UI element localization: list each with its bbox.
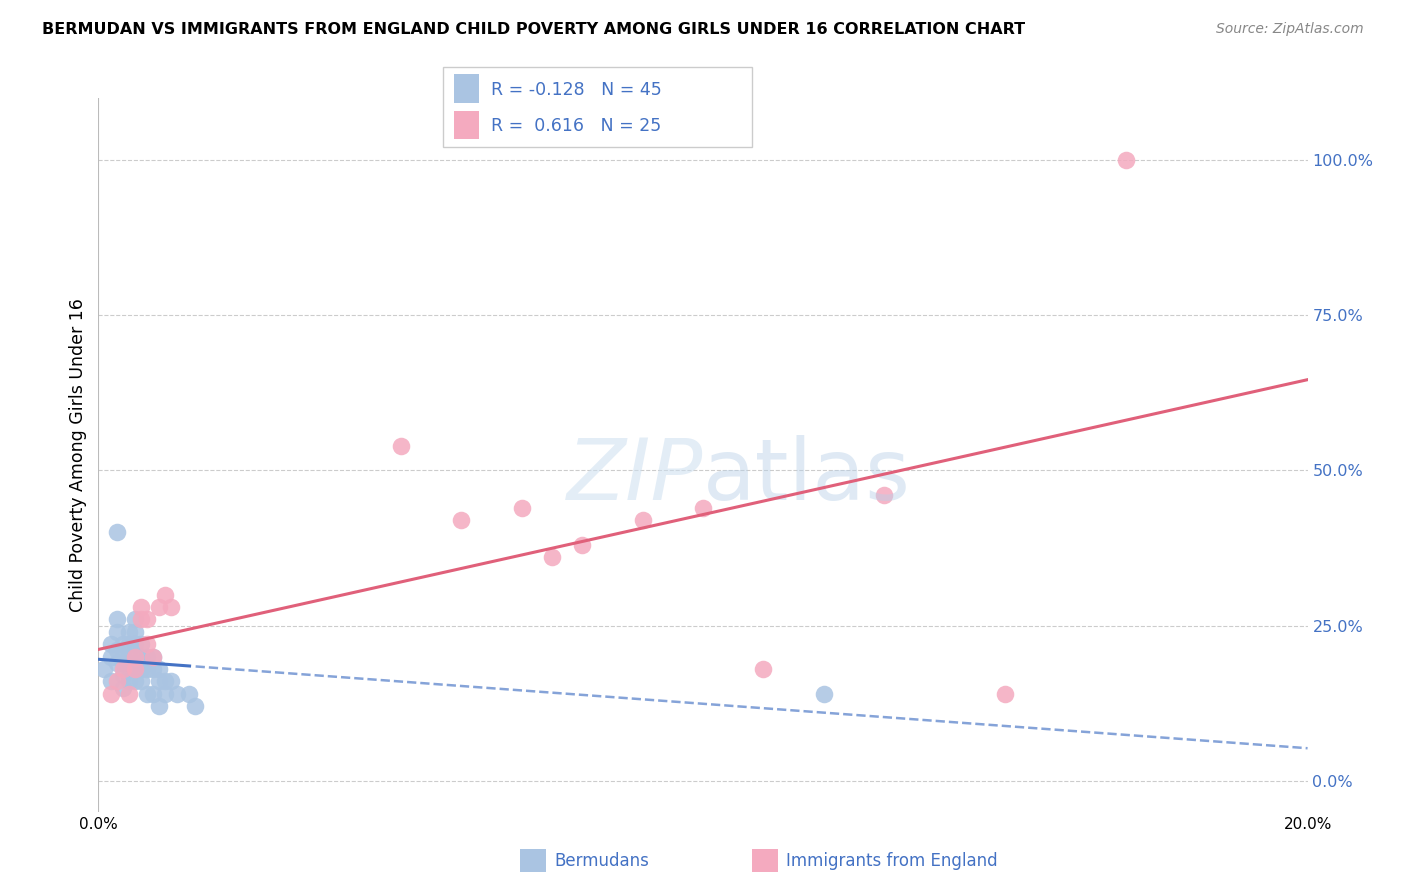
Text: Source: ZipAtlas.com: Source: ZipAtlas.com <box>1216 22 1364 37</box>
Point <box>135 637 157 651</box>
Text: Immigrants from England: Immigrants from England <box>786 852 998 870</box>
Point <box>510 500 533 515</box>
Point <box>148 699 170 714</box>
Point <box>129 612 152 626</box>
Point <box>129 637 152 651</box>
Point <box>111 656 134 670</box>
Point <box>813 687 835 701</box>
Point <box>118 624 141 639</box>
Point <box>111 637 134 651</box>
Point <box>100 674 122 689</box>
Point <box>100 687 122 701</box>
Point <box>540 550 562 565</box>
Point <box>142 649 165 664</box>
Point <box>118 687 141 701</box>
Point <box>124 662 146 676</box>
Point <box>135 612 157 626</box>
Point <box>129 649 152 664</box>
Point <box>142 649 165 664</box>
Point <box>994 687 1017 701</box>
Point <box>148 674 170 689</box>
Point <box>135 687 157 701</box>
Point <box>100 637 122 651</box>
Point <box>135 662 157 676</box>
Point <box>160 599 183 614</box>
Point <box>148 599 170 614</box>
Point <box>124 662 146 676</box>
Point <box>692 500 714 515</box>
Point <box>153 674 176 689</box>
Point <box>135 649 157 664</box>
Point <box>1115 153 1137 168</box>
Point <box>124 649 146 664</box>
Point <box>153 588 176 602</box>
Point <box>124 612 146 626</box>
Text: BERMUDAN VS IMMIGRANTS FROM ENGLAND CHILD POVERTY AMONG GIRLS UNDER 16 CORRELATI: BERMUDAN VS IMMIGRANTS FROM ENGLAND CHIL… <box>42 22 1025 37</box>
Point <box>105 643 128 657</box>
Point <box>105 674 128 689</box>
Point <box>111 681 134 695</box>
Point <box>752 662 775 676</box>
Y-axis label: Child Poverty Among Girls Under 16: Child Poverty Among Girls Under 16 <box>69 298 87 612</box>
Point <box>631 513 654 527</box>
Text: atlas: atlas <box>703 434 911 518</box>
Point <box>166 687 188 701</box>
Point <box>450 513 472 527</box>
Point <box>111 662 134 676</box>
Point <box>93 662 115 676</box>
Point <box>105 624 128 639</box>
Point <box>105 656 128 670</box>
Point <box>124 649 146 664</box>
Point <box>179 687 201 701</box>
Point <box>153 687 176 701</box>
Point <box>129 674 152 689</box>
Point <box>571 538 593 552</box>
Point <box>873 488 896 502</box>
Text: R = -0.128   N = 45: R = -0.128 N = 45 <box>491 81 661 99</box>
Point <box>124 637 146 651</box>
Point <box>105 612 128 626</box>
Text: Bermudans: Bermudans <box>554 852 648 870</box>
Point <box>111 649 134 664</box>
Point <box>111 668 134 682</box>
Point <box>124 674 146 689</box>
Point <box>389 439 412 453</box>
Point <box>142 662 165 676</box>
Point <box>124 624 146 639</box>
Text: ZIP: ZIP <box>567 434 703 518</box>
Point <box>118 674 141 689</box>
Text: R =  0.616   N = 25: R = 0.616 N = 25 <box>491 118 661 136</box>
Point <box>148 662 170 676</box>
Point <box>129 662 152 676</box>
Point <box>142 687 165 701</box>
Point <box>118 637 141 651</box>
Point <box>105 525 128 540</box>
Point <box>160 674 183 689</box>
Point <box>118 649 141 664</box>
Point <box>118 662 141 676</box>
Point <box>100 649 122 664</box>
Point <box>184 699 207 714</box>
Point <box>129 599 152 614</box>
